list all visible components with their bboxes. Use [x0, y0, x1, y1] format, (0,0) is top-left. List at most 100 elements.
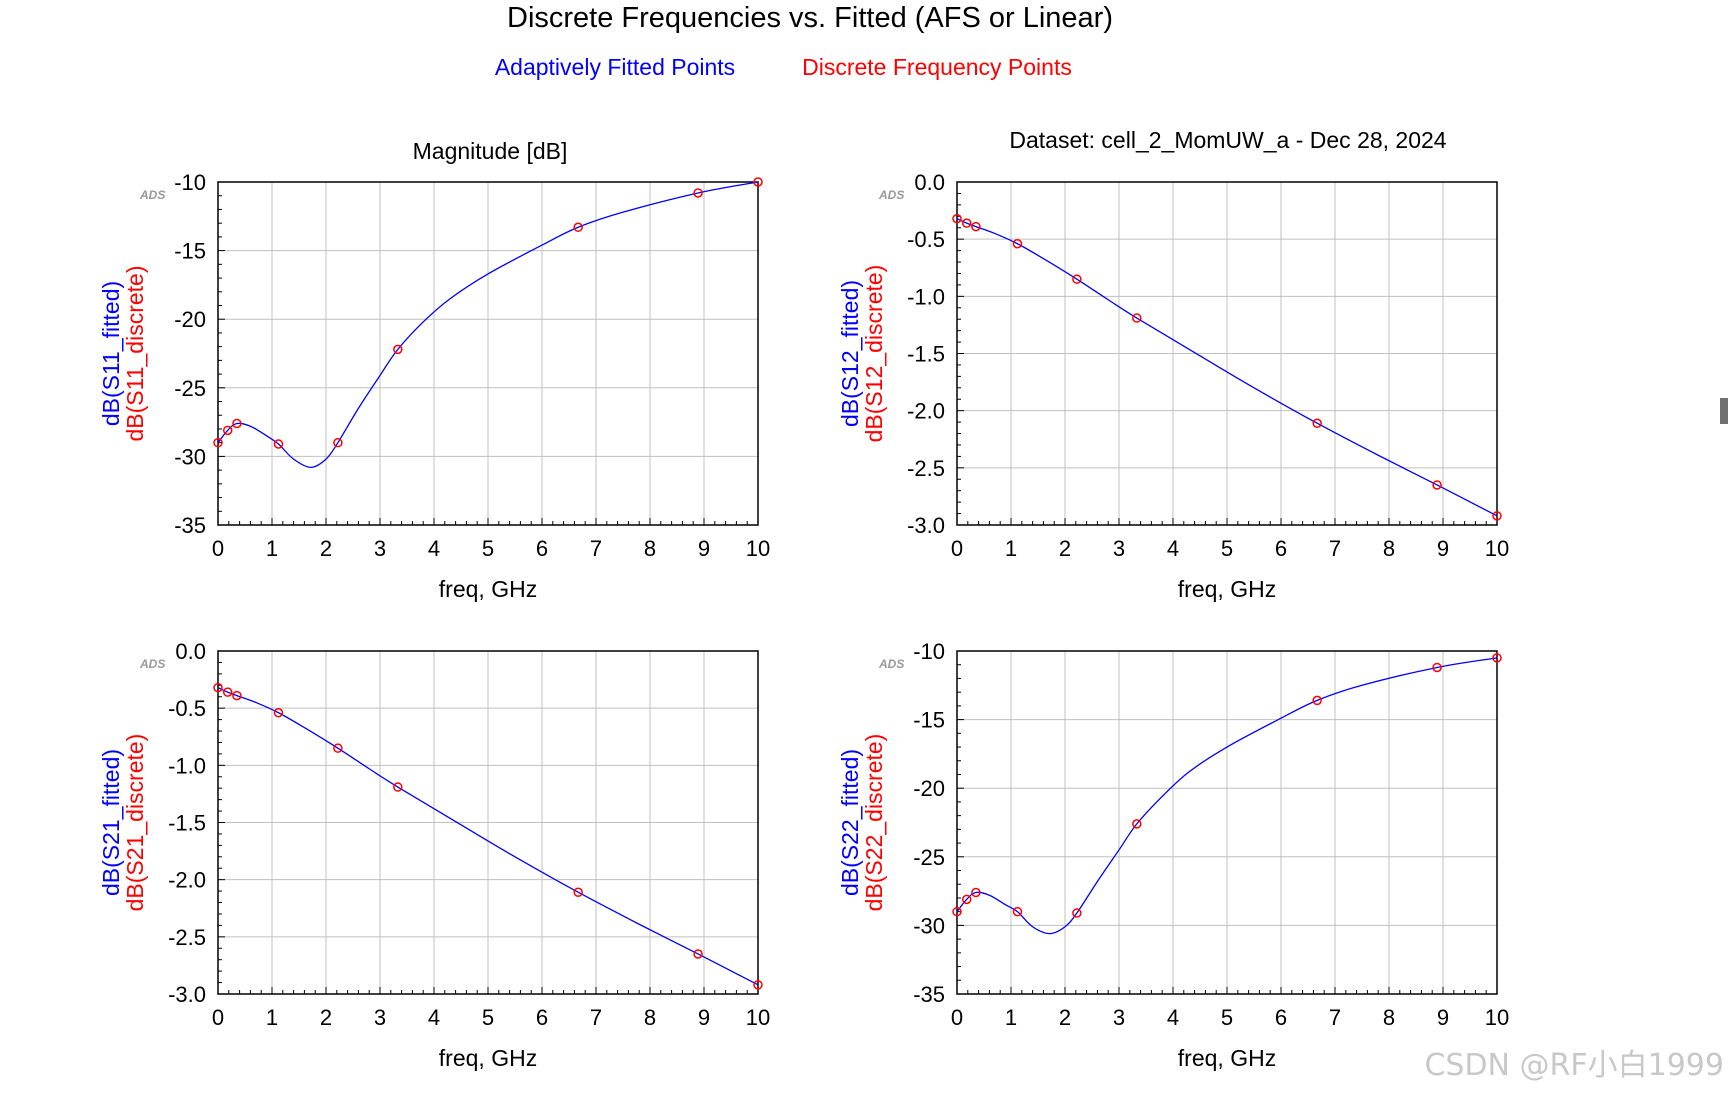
ads-logo: ADS: [139, 657, 165, 671]
x-tick-label: 0: [951, 536, 963, 561]
y-tick-label: -10: [913, 639, 945, 664]
x-tick-label: 7: [1329, 1005, 1341, 1030]
subtitle-right: Dataset: cell_2_MomUW_a - Dec 28, 2024: [1009, 127, 1446, 153]
y-tick-label: -0.5: [907, 227, 945, 252]
y-tick-label: -3.0: [907, 513, 945, 538]
scrollbar-thumb[interactable]: [1720, 398, 1728, 424]
data-point-discrete: [273, 439, 284, 449]
legend-fitted: Adaptively Fitted Points: [495, 54, 735, 80]
y-tick-label: -1.0: [907, 284, 945, 309]
x-tick-label: 6: [1275, 536, 1287, 561]
y-axis-label-fitted: dB(S12_fitted): [837, 280, 863, 427]
x-tick-label: 2: [320, 536, 332, 561]
x-tick-label: 3: [1113, 536, 1125, 561]
x-tick-label: 5: [1221, 1005, 1233, 1030]
data-point-discrete: [393, 344, 403, 355]
x-tick-label: 8: [1383, 1005, 1395, 1030]
x-tick-label: 4: [1167, 1005, 1179, 1030]
x-axis-label: freq, GHz: [1178, 576, 1276, 602]
data-point-discrete: [971, 887, 981, 898]
plot-s22: ADS 0 1 2 3 4 5 6 7 8 9 10 -10 -15 -20 -25 -30 -35 freq, G…: [837, 639, 1509, 1071]
y-axis-label-discrete: dB(S22_discrete): [861, 734, 887, 912]
x-tick-label: 10: [1485, 1005, 1509, 1030]
data-point-discrete: [232, 418, 242, 429]
x-axis-label: freq, GHz: [1178, 1045, 1276, 1071]
y-tick-label: -30: [174, 444, 206, 469]
x-tick-label: 3: [1113, 1005, 1125, 1030]
y-tick-label: -35: [913, 982, 945, 1007]
data-point-discrete: [222, 425, 233, 436]
data-point-discrete: [573, 887, 583, 897]
x-tick-label: 4: [428, 1005, 440, 1030]
x-tick-label: 7: [590, 536, 602, 561]
x-tick-label: 1: [1005, 1005, 1017, 1030]
y-axis-label-discrete: dB(S11_discrete): [122, 266, 148, 442]
series-line-fitted: [217, 687, 759, 986]
x-tick-label: 9: [1437, 536, 1449, 561]
y-tick-label: -20: [913, 776, 945, 801]
y-tick-label: 0.0: [914, 170, 945, 195]
page-title: Discrete Frequencies vs. Fitted (AFS or …: [507, 2, 1113, 34]
data-point-discrete: [753, 980, 763, 990]
data-point-discrete: [1432, 662, 1442, 673]
data-point-discrete: [273, 707, 284, 718]
x-tick-label: 3: [374, 1005, 386, 1030]
x-tick-label: 2: [320, 1005, 332, 1030]
data-point-discrete: [693, 188, 703, 198]
y-tick-label: -2.0: [907, 399, 945, 424]
x-tick-label: 2: [1059, 536, 1071, 561]
data-point-discrete: [1132, 819, 1142, 829]
data-point-discrete: [693, 949, 703, 959]
data-point-discrete: [1492, 653, 1502, 663]
plot-s11: ADS 0 1 2 3 4 5 6 7 8 9 10 -10 -15 -20 -25 -30 -35 freq, G…: [98, 170, 770, 602]
watermark: CSDN @RF小白1999: [1424, 1048, 1724, 1083]
data-point-discrete: [333, 437, 343, 448]
data-point-discrete: [952, 213, 962, 224]
y-tick-label: -1.5: [907, 342, 945, 367]
y-tick-label: -15: [913, 708, 945, 733]
data-point-discrete: [961, 218, 972, 228]
y-tick-label: -35: [174, 513, 206, 538]
y-tick-label: -1.5: [168, 811, 206, 836]
y-tick-label: -15: [174, 239, 206, 264]
x-tick-label: 9: [1437, 1005, 1449, 1030]
x-tick-label: 10: [1485, 536, 1509, 561]
data-point-discrete: [753, 177, 763, 187]
y-tick-label: -2.5: [168, 925, 206, 950]
x-tick-label: 6: [536, 536, 548, 561]
series-line-fitted: [956, 218, 1498, 517]
x-tick-label: 7: [590, 1005, 602, 1030]
data-point-discrete: [573, 222, 583, 233]
x-tick-label: 9: [698, 536, 710, 561]
legend-discrete: Discrete Frequency Points: [802, 54, 1072, 80]
data-point-discrete: [222, 687, 233, 697]
data-point-discrete: [961, 894, 972, 905]
data-point-discrete: [971, 221, 981, 232]
y-axis-label-discrete: dB(S12_discrete): [861, 265, 887, 443]
x-tick-label: 5: [1221, 536, 1233, 561]
data-point-discrete: [232, 690, 242, 701]
y-tick-label: -10: [174, 170, 206, 195]
x-tick-label: 2: [1059, 1005, 1071, 1030]
ads-logo: ADS: [878, 188, 904, 202]
x-tick-label: 8: [1383, 536, 1395, 561]
y-tick-label: -25: [174, 376, 206, 401]
y-tick-label: -2.5: [907, 456, 945, 481]
data-point-discrete: [213, 437, 223, 448]
x-axis-label: freq, GHz: [439, 1045, 537, 1071]
data-point-discrete: [1492, 511, 1502, 521]
y-tick-label: -2.0: [168, 868, 206, 893]
y-tick-label: -25: [913, 845, 945, 870]
ads-logo: ADS: [878, 657, 904, 671]
x-tick-label: 1: [1005, 536, 1017, 561]
x-tick-label: 7: [1329, 536, 1341, 561]
x-axis-label: freq, GHz: [439, 576, 537, 602]
y-axis-label-fitted: dB(S21_fitted): [98, 749, 124, 896]
series-line-fitted: [956, 657, 1498, 935]
x-tick-label: 3: [374, 536, 386, 561]
subtitle-left: Magnitude [dB]: [413, 138, 568, 164]
data-point-discrete: [1072, 908, 1082, 918]
y-tick-label: -30: [913, 913, 945, 938]
x-tick-label: 0: [212, 1005, 224, 1030]
